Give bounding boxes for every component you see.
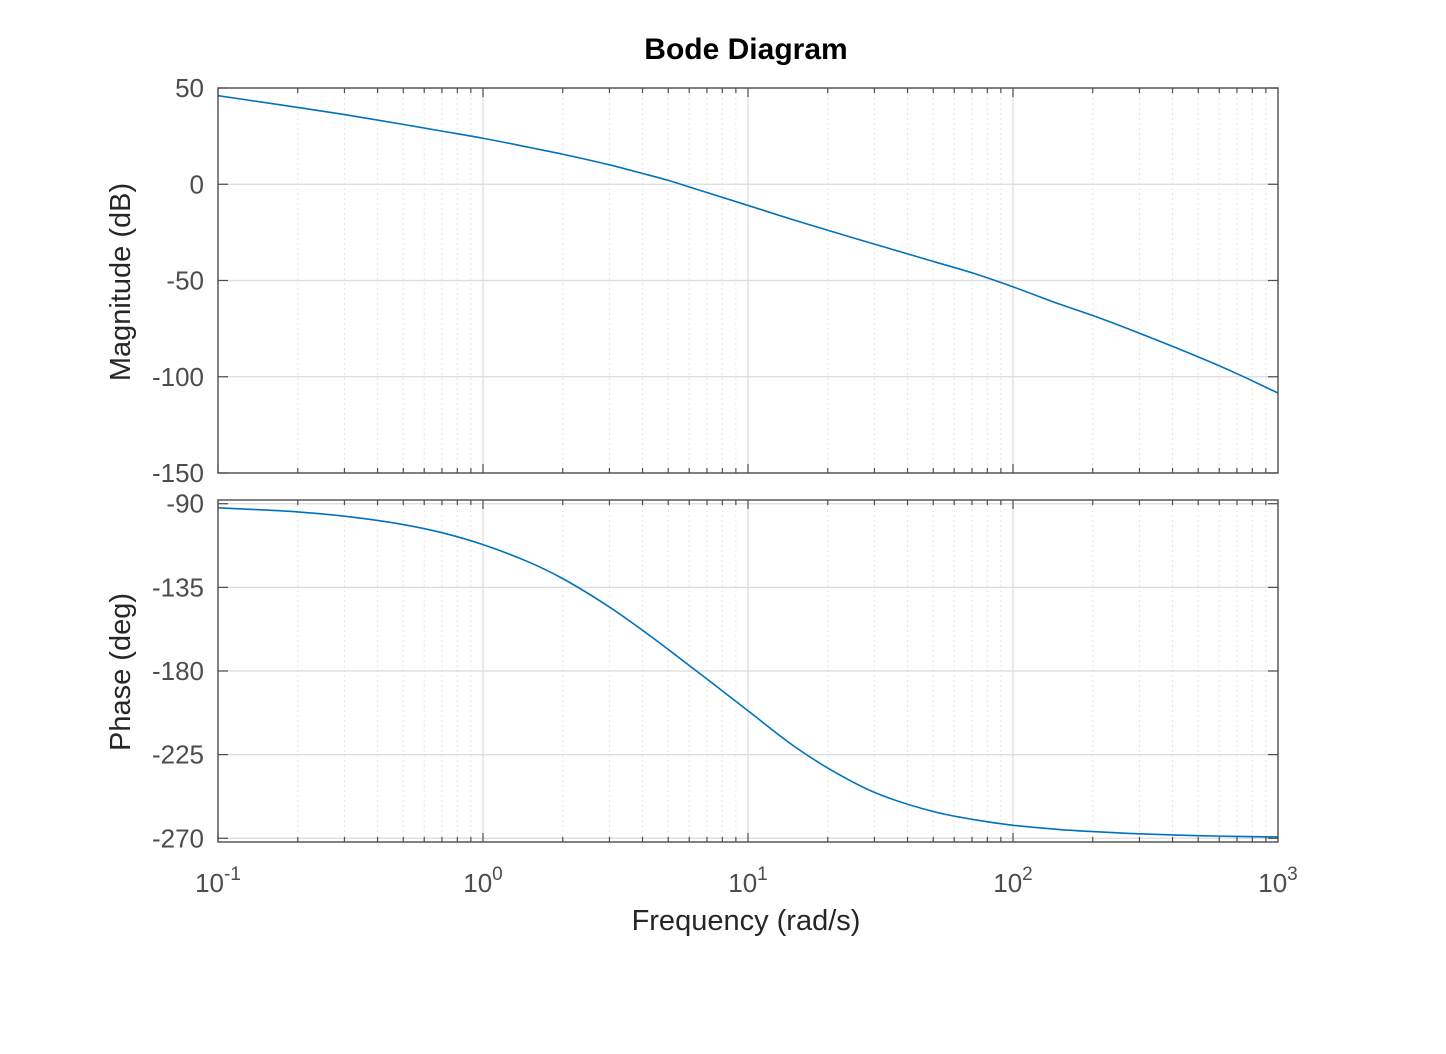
- phase-axes: -90 -135 -180 -225 -270: [152, 489, 1279, 853]
- x-tick-label: 102: [993, 864, 1033, 898]
- chart-title: Bode Diagram: [644, 33, 847, 66]
- phase-ylabel: Phase (deg): [105, 593, 137, 751]
- x-tick-label: 10-1: [195, 864, 241, 898]
- magnitude-axes: 50 0 -50 -100 -150: [152, 73, 1279, 488]
- x-tick-label: 101: [728, 864, 768, 898]
- x-tick-label: 103: [1258, 864, 1298, 898]
- magnitude-ytick-label: -150: [152, 458, 204, 488]
- phase-ytick-label: -180: [152, 656, 204, 686]
- phase-ticks: -90 -135 -180 -225 -270: [152, 489, 1278, 853]
- phase-ytick-label: -270: [152, 823, 204, 853]
- magnitude-series-line: [217, 94, 1279, 394]
- x-tick-label: 100: [463, 864, 503, 898]
- phase-ytick-label: -135: [152, 572, 204, 602]
- x-tick-labels: 10-1 100 101 102 103: [195, 864, 1298, 898]
- phase-series-line: [217, 507, 1279, 838]
- magnitude-ytick-label: -50: [166, 266, 204, 296]
- magnitude-ytick-label: 50: [175, 73, 204, 103]
- magnitude-ylabel: Magnitude (dB): [105, 183, 137, 381]
- magnitude-ticks: 50 0 -50 -100 -150: [152, 73, 1278, 488]
- phase-grid: [218, 500, 1278, 842]
- phase-ytick-label: -90: [166, 489, 204, 519]
- phase-ytick-label: -225: [152, 740, 204, 770]
- x-axis-label: Frequency (rad/s): [632, 905, 861, 937]
- magnitude-ytick-label: 0: [190, 169, 204, 199]
- magnitude-ytick-label: -100: [152, 362, 204, 392]
